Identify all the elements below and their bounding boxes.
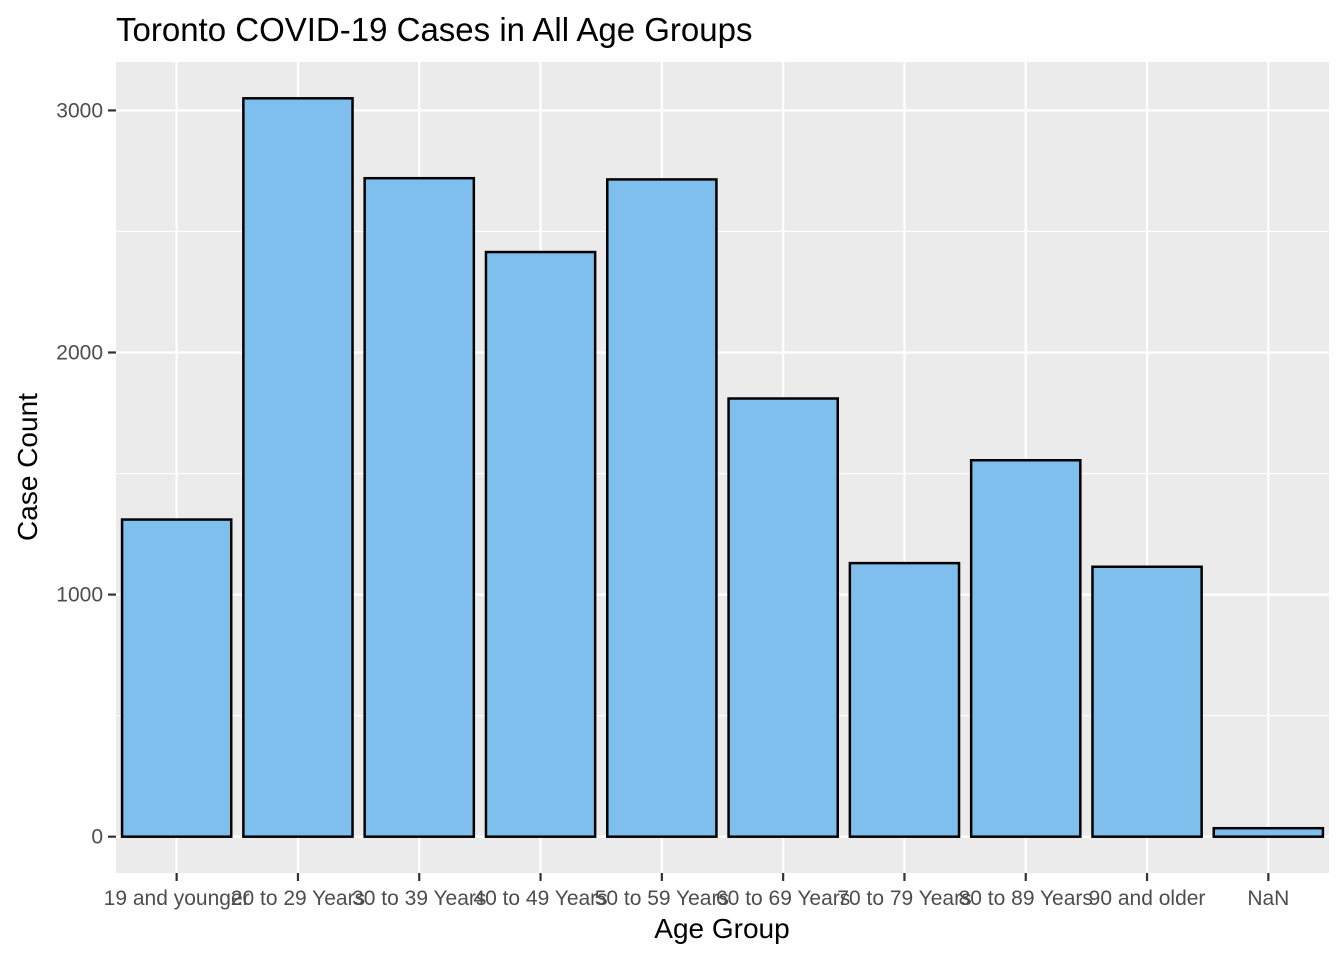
y-tick-label: 0: [91, 826, 103, 849]
bar: [1212, 826, 1325, 838]
bar: [484, 250, 597, 838]
bar: [727, 397, 839, 838]
y-axis-title: Case Count: [12, 393, 43, 541]
x-tick-label: 30 to 39 Years: [352, 887, 486, 910]
bar: [1091, 565, 1203, 838]
x-tick-label: 60 to 69 Years: [716, 887, 850, 910]
x-tick-label: 19 and younger: [104, 887, 250, 910]
y-tick-label: 1000: [56, 584, 103, 607]
bar: [606, 178, 718, 838]
bar: [969, 458, 1082, 838]
x-tick-label: 20 to 29 Years: [231, 887, 365, 910]
bars: [120, 97, 1325, 838]
y-axis-ticks: 0 1000 2000 3000: [56, 99, 116, 849]
x-tick-label: 40 to 49 Years: [473, 887, 607, 910]
y-tick-label: 2000: [56, 342, 103, 365]
x-tick-label: 90 and older: [1089, 887, 1206, 910]
x-tick-label: 70 to 79 Years: [837, 887, 971, 910]
bar: [120, 518, 233, 838]
bar: [242, 97, 354, 838]
x-tick-label: 50 to 59 Years: [595, 887, 729, 910]
chart-title: Toronto COVID-19 Cases in All Age Groups: [116, 11, 752, 48]
bar: [848, 561, 961, 838]
bar: [363, 176, 476, 838]
x-tick-label: NaN: [1247, 887, 1289, 910]
x-tick-label: 80 to 89 Years: [959, 887, 1093, 910]
x-axis-title: Age Group: [654, 913, 789, 944]
y-tick-label: 3000: [56, 99, 103, 122]
